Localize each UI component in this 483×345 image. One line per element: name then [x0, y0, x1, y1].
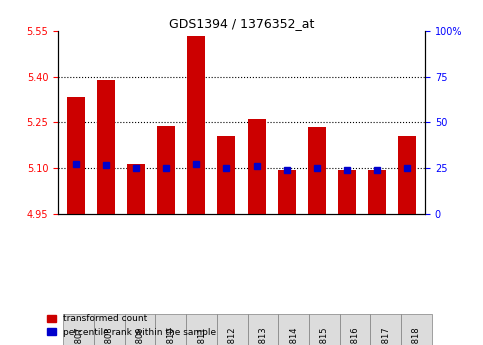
Text: GSM61816: GSM61816 — [351, 327, 359, 345]
FancyBboxPatch shape — [186, 314, 217, 345]
Text: GSM61812: GSM61812 — [227, 327, 237, 345]
FancyBboxPatch shape — [125, 314, 156, 345]
Bar — [398, 136, 416, 214]
FancyBboxPatch shape — [63, 314, 94, 345]
Bar — [247, 119, 266, 214]
FancyBboxPatch shape — [370, 314, 401, 345]
FancyBboxPatch shape — [401, 314, 432, 345]
Bar — [127, 164, 145, 214]
Bar — [157, 126, 175, 214]
Text: GSM61807: GSM61807 — [74, 327, 83, 345]
Text: GSM61817: GSM61817 — [381, 327, 390, 345]
Text: GSM61809: GSM61809 — [136, 327, 144, 345]
Title: GDS1394 / 1376352_at: GDS1394 / 1376352_at — [169, 17, 314, 30]
FancyBboxPatch shape — [217, 314, 248, 345]
FancyBboxPatch shape — [340, 314, 370, 345]
FancyBboxPatch shape — [278, 314, 309, 345]
Bar — [67, 97, 85, 214]
Bar — [278, 170, 296, 214]
Bar — [187, 36, 205, 214]
Text: GSM61813: GSM61813 — [258, 327, 268, 345]
FancyBboxPatch shape — [156, 314, 186, 345]
Text: GSM61818: GSM61818 — [412, 327, 421, 345]
Bar — [368, 170, 386, 214]
FancyBboxPatch shape — [309, 314, 340, 345]
Bar — [308, 127, 326, 214]
Text: GSM61811: GSM61811 — [197, 327, 206, 345]
Bar — [97, 80, 115, 214]
FancyBboxPatch shape — [94, 314, 125, 345]
Text: GSM61815: GSM61815 — [320, 327, 329, 345]
Bar — [217, 136, 236, 214]
Bar — [338, 170, 356, 214]
Legend: transformed count, percentile rank within the sample: transformed count, percentile rank withi… — [43, 311, 220, 341]
Text: GSM61814: GSM61814 — [289, 327, 298, 345]
FancyBboxPatch shape — [248, 314, 278, 345]
Text: GSM61810: GSM61810 — [166, 327, 175, 345]
Text: GSM61808: GSM61808 — [105, 327, 114, 345]
